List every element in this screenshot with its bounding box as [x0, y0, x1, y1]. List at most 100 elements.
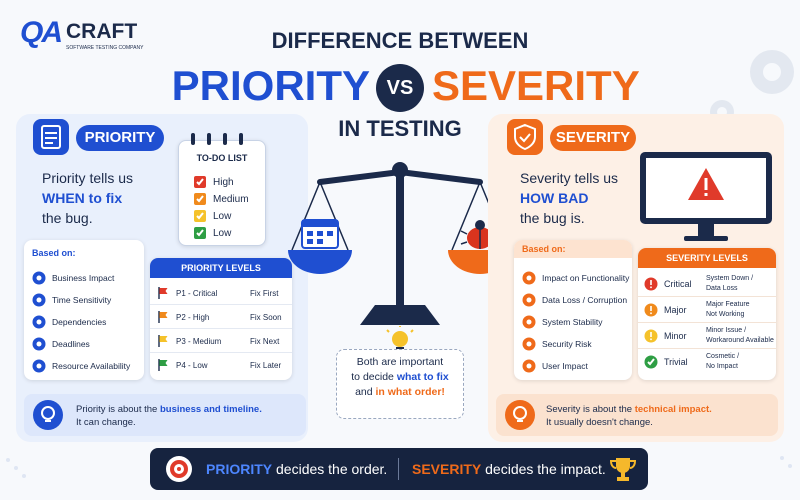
todo-text: High	[213, 176, 234, 188]
level-row: P1 - Critical Fix First	[150, 284, 292, 305]
header-line3: IN TESTING	[338, 116, 462, 141]
desc-line: Major Feature	[706, 301, 750, 308]
severity-icon	[644, 277, 658, 291]
severity-icon	[507, 119, 543, 155]
footer-key: SEVERITY	[412, 461, 482, 477]
item-icon	[32, 337, 46, 351]
level-name: P4 - Low	[176, 361, 208, 370]
level-row: Minor Minor Issue / Workaround Available	[638, 324, 776, 349]
flag-icon	[158, 311, 168, 323]
center-highlight: what to fix	[396, 371, 449, 383]
item-text: Impact on Functionality	[542, 273, 630, 283]
item-icon	[32, 359, 46, 373]
note-highlight: business and timeline.	[159, 404, 262, 415]
based-on-title: Based on:	[514, 240, 632, 258]
desc-line: Minor Issue /	[706, 327, 747, 334]
level-name: P1 - Critical	[176, 289, 218, 298]
vs-text: VS	[386, 77, 414, 99]
priority-icon	[33, 119, 69, 155]
todo-rings	[191, 133, 243, 145]
note-line2: It can change.	[76, 417, 136, 428]
definition-line: the bug.	[42, 210, 93, 226]
center-note: Both are important to decide what to fix…	[336, 349, 464, 419]
note-text: Priority is about the	[76, 404, 160, 415]
level-name: P2 - High	[176, 313, 210, 322]
definition-highlight: HOW BAD	[520, 190, 589, 206]
todo-item: Low	[193, 209, 231, 223]
flag-icon	[158, 287, 168, 299]
level-action: Fix First	[250, 289, 279, 298]
header-priority: PRIORITY	[171, 62, 370, 109]
based-on-title: Based on:	[32, 248, 76, 258]
definition-line: Severity tells us	[520, 170, 619, 186]
checkbox	[194, 176, 206, 188]
item-icon	[522, 293, 536, 307]
level-action: Fix Later	[250, 361, 282, 370]
item-text: Security Risk	[542, 339, 592, 349]
level-desc: Major Feature Not Working	[706, 300, 750, 320]
footer-key: PRIORITY	[206, 461, 273, 477]
header-severity: SEVERITY	[432, 62, 640, 109]
logo-mark: QA	[20, 16, 63, 49]
based-on-item: User Impact	[522, 359, 588, 373]
note-icon	[33, 400, 63, 430]
level-row: Major Major Feature Not Working	[638, 298, 776, 323]
level-name: P3 - Medium	[176, 337, 222, 346]
footer-left: PRIORITY decides the order.	[206, 461, 387, 477]
center-text: to decide	[351, 371, 397, 383]
based-on-item: Business Impact	[32, 271, 114, 285]
level-name: Critical	[664, 279, 692, 289]
note-highlight: technical impact.	[634, 404, 712, 415]
desc-line: Not Working	[706, 311, 745, 318]
level-name: Minor	[664, 331, 687, 341]
based-on-item: System Stability	[522, 315, 602, 329]
checkbox	[194, 210, 206, 222]
level-action: Fix Next	[250, 337, 280, 346]
balance-scale	[288, 162, 512, 325]
severity-icon	[644, 355, 658, 369]
severity-definition: Severity tells us HOW BAD the bug is.	[520, 168, 618, 228]
note-text: Severity is about the	[546, 404, 635, 415]
level-desc: Minor Issue / Workaround Available	[706, 326, 774, 346]
based-on-item: Time Sensitivity	[32, 293, 111, 307]
desc-line: Data Loss	[706, 285, 738, 292]
priority-based-on: Based on: Business Impact Time Sensitivit…	[24, 240, 144, 380]
item-text: Resource Availability	[52, 361, 131, 371]
center-text: and	[355, 386, 376, 398]
desc-line: No Impact	[706, 363, 738, 370]
level-row: P4 - Low Fix Later	[150, 356, 292, 376]
item-icon	[32, 315, 46, 329]
item-icon	[522, 337, 536, 351]
header-line1: DIFFERENCE BETWEEN	[271, 28, 529, 53]
todo-item: Medium	[193, 192, 249, 206]
note-text: Priority is about the business and timel…	[76, 403, 262, 429]
center-line: and in what order!	[337, 385, 463, 400]
definition-line: the bug is.	[520, 210, 585, 226]
based-on-item: Resource Availability	[32, 359, 130, 373]
level-row: Critical System Down / Data Loss	[638, 272, 776, 297]
based-on-item: Dependencies	[32, 315, 106, 329]
vs-badge: VS	[376, 64, 424, 112]
item-icon	[522, 359, 536, 373]
level-row: Trivial Cosmetic / No Impact	[638, 350, 776, 374]
level-desc: System Down / Data Loss	[706, 274, 753, 294]
note-text: Severity is about the technical impact. …	[546, 403, 712, 429]
flag-icon	[158, 359, 168, 371]
note-icon	[505, 400, 535, 430]
level-row: P2 - High Fix Soon	[150, 308, 292, 329]
definition-highlight: WHEN to fix	[42, 190, 123, 206]
todo-item: High	[193, 175, 234, 189]
todo-text: Medium	[213, 193, 249, 205]
level-name: Trivial	[664, 357, 688, 367]
severity-based-on: Based on: Impact on Functionality Data Lo…	[514, 240, 632, 380]
definition-line: Priority tells us	[42, 170, 134, 186]
severity-levels: SEVERITY LEVELS Critical System Down / Dat…	[638, 248, 776, 380]
severity-icon	[644, 329, 658, 343]
level-desc: Cosmetic / No Impact	[706, 352, 739, 372]
monitor-icon	[640, 152, 772, 241]
desc-line: System Down /	[706, 275, 754, 282]
item-text: Time Sensitivity	[52, 295, 112, 305]
trophy-icon	[609, 458, 637, 481]
logo-tagline: SOFTWARE TESTING COMPANY	[66, 45, 144, 51]
todo-card: TO-DO LIST High Medium Low Low	[178, 133, 266, 246]
